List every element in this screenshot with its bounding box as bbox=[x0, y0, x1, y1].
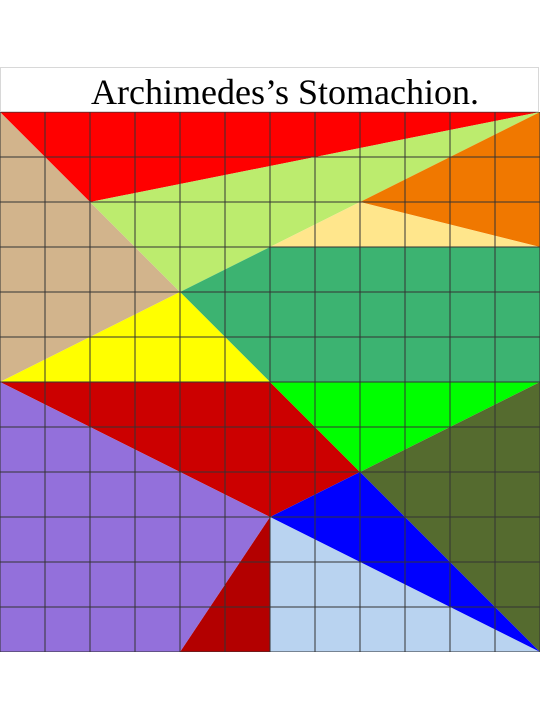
figure-title: Archimedes’s Stomachion. bbox=[91, 72, 479, 112]
grid-lines bbox=[0, 112, 540, 652]
stomachion-puzzle bbox=[0, 112, 540, 652]
title-box bbox=[0, 67, 539, 112]
